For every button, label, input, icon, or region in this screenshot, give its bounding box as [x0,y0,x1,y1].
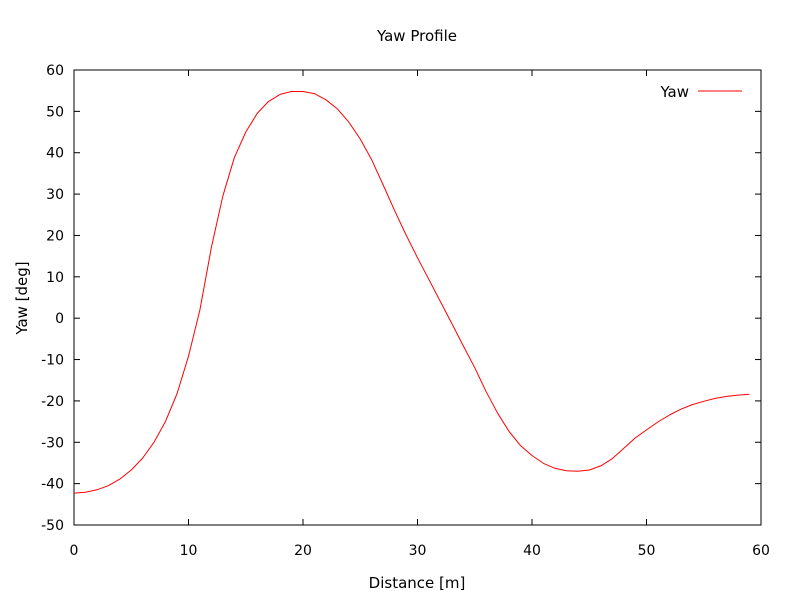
chart-title: Yaw Profile [376,27,457,45]
x-tick-label: 10 [180,543,198,559]
y-tick-label: -20 [41,394,64,410]
y-tick-label: -10 [41,353,64,369]
y-tick-label: -30 [41,435,64,451]
y-tick-label: 10 [46,270,64,286]
y-tick-label: 60 [46,63,64,79]
series-line-yaw [73,91,750,494]
x-axis-title: Distance [m] [369,574,466,592]
y-tick-label: 40 [46,146,64,162]
x-tick-label: 0 [70,543,79,559]
y-tick-label: 30 [46,187,64,203]
x-axis: 0 10 20 30 40 50 60 [70,70,770,559]
x-tick-label: 40 [523,543,541,559]
y-axis-title: Yaw [deg] [13,261,31,335]
x-tick-label: 30 [409,543,427,559]
y-tick-label: 0 [55,311,64,327]
x-tick-label: 60 [752,543,770,559]
legend-label: Yaw [659,83,689,101]
y-tick-label: -50 [41,518,64,534]
y-tick-label: -40 [41,477,64,493]
legend: Yaw [659,83,742,101]
x-tick-label: 50 [638,543,656,559]
x-tick-label: 20 [294,543,312,559]
series-layer [73,91,750,494]
y-tick-label: 50 [46,104,64,120]
y-tick-label: 20 [46,228,64,244]
y-axis: -50 -40 -30 -20 -10 0 10 20 30 40 50 60 [41,63,761,534]
